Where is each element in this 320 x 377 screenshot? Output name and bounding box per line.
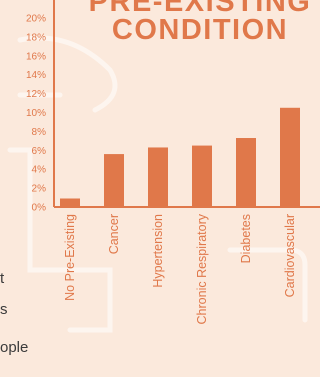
bar bbox=[192, 145, 212, 207]
category-label: Cardiovascular bbox=[283, 214, 297, 297]
y-tick-label: 0% bbox=[32, 203, 47, 214]
bar bbox=[104, 154, 124, 207]
bar bbox=[280, 107, 300, 207]
side-text-fragment: s bbox=[0, 301, 8, 318]
bar bbox=[148, 147, 168, 207]
y-tick-label: 6% bbox=[32, 146, 47, 157]
y-tick-label: 14% bbox=[26, 70, 46, 81]
category-label: Hypertension bbox=[151, 214, 165, 288]
side-text-fragment: ople bbox=[0, 339, 29, 356]
bar bbox=[60, 198, 80, 207]
y-tick-label: 2% bbox=[32, 184, 47, 195]
y-tick-label: 16% bbox=[26, 51, 46, 62]
chart-title-line2: CONDITION bbox=[111, 14, 289, 46]
category-label: Cancer bbox=[107, 214, 121, 254]
y-tick-label: 12% bbox=[26, 89, 46, 100]
y-tick-label: 18% bbox=[26, 32, 46, 43]
category-label: Chronic Respiratory bbox=[195, 213, 209, 324]
y-tick-label: 8% bbox=[32, 127, 47, 138]
chart-title-line1: PRE-EXISTING bbox=[88, 0, 312, 18]
y-tick-label: 20% bbox=[26, 14, 46, 25]
y-tick-label: 4% bbox=[32, 165, 47, 176]
side-text-fragment: t bbox=[0, 270, 5, 287]
category-label: No Pre-Existing bbox=[63, 214, 77, 301]
bar bbox=[236, 138, 256, 207]
category-label: Diabetes bbox=[239, 214, 253, 263]
y-tick-label: 10% bbox=[26, 108, 46, 119]
